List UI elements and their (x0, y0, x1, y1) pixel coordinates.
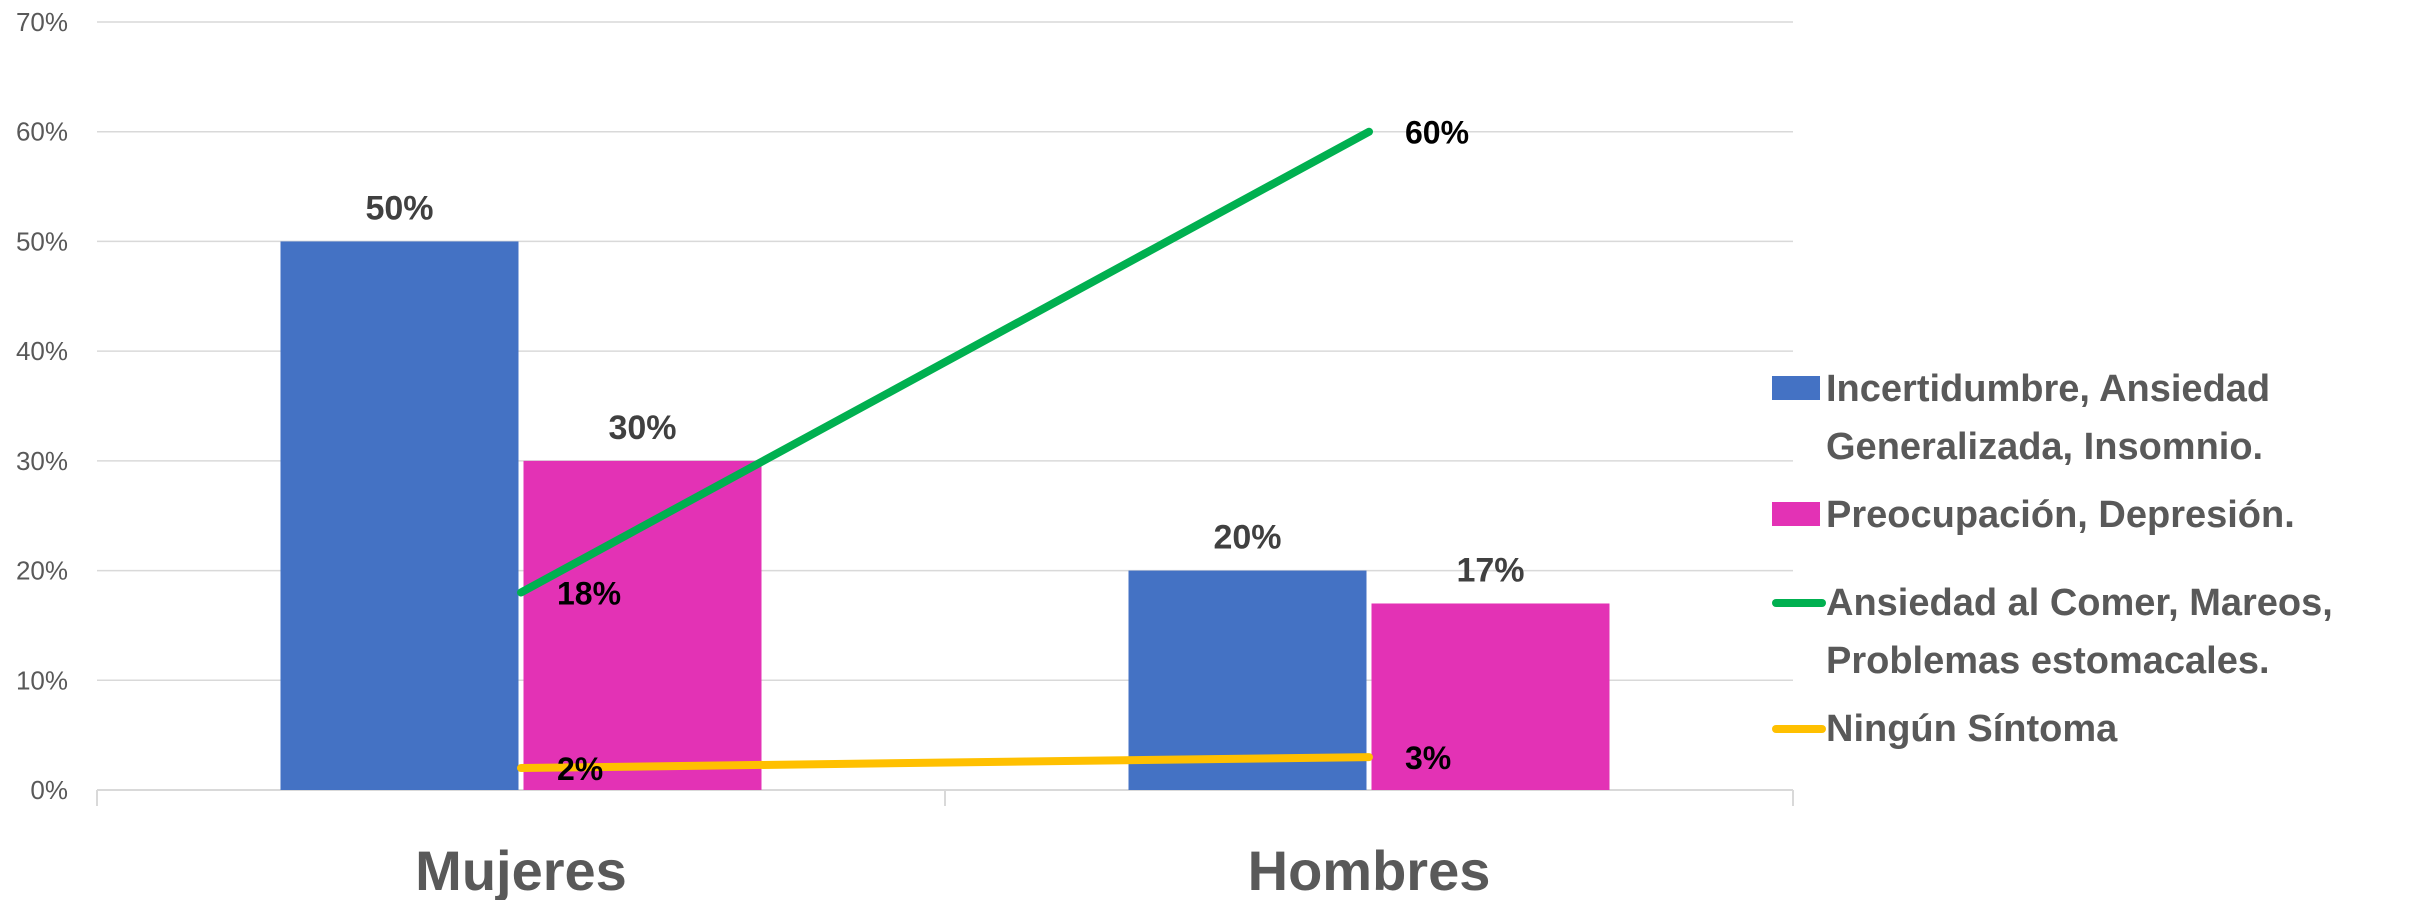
legend-label: Generalizada, Insomnio. (1826, 426, 2264, 468)
legend-item: Incertidumbre, Ansiedad Generalizada, Ins… (1772, 360, 2412, 476)
bar-hombres-0 (1128, 570, 1367, 790)
bars (280, 241, 1610, 790)
y-tick-label: 20% (16, 556, 68, 586)
line-data-label: 60% (1405, 115, 1469, 151)
category-label-mujeres: Mujeres (415, 839, 627, 900)
line-data-label: 3% (1405, 740, 1451, 776)
legend-item: Ansiedad al Comer, Mareos, Problemas esto… (1772, 574, 2412, 690)
legend-label: Incertidumbre, Ansiedad (1826, 368, 2271, 410)
y-tick-label: 50% (16, 226, 68, 256)
y-axis-ticks: 0% 10% 20% 30% 40% 50% 60% 70% (16, 7, 68, 805)
legend-item: Ningún Síntoma (1772, 700, 2412, 758)
legend-label: Ningún Síntoma (1826, 708, 2118, 750)
line-data-label: 2% (557, 751, 603, 787)
y-tick-label: 60% (16, 117, 68, 147)
legend-swatch (1772, 599, 1826, 607)
legend-swatch (1772, 502, 1820, 526)
category-labels: Mujeres Hombres (415, 839, 1490, 900)
line-series-1 (517, 753, 1373, 773)
legend-swatch (1772, 725, 1826, 733)
legend-swatch (1772, 376, 1820, 400)
y-tick-label: 70% (16, 7, 68, 37)
y-tick-label: 40% (16, 336, 68, 366)
line-series-0 (517, 127, 1373, 597)
x-axis (96, 789, 1794, 806)
bar-data-label: 20% (1213, 519, 1281, 557)
lines (517, 127, 1373, 773)
category-label-hombres: Hombres (1248, 839, 1491, 900)
bar-hombres-1 (1371, 603, 1610, 790)
bar-mujeres-0 (280, 241, 519, 790)
bar-data-label: 50% (365, 189, 433, 227)
line-data-label: 18% (557, 576, 621, 612)
legend-label: Ansiedad al Comer, Mareos, (1826, 582, 2333, 624)
legend: Incertidumbre, Ansiedad Generalizada, Ins… (1772, 360, 2412, 768)
y-tick-label: 0% (30, 775, 68, 805)
bar-data-label: 17% (1456, 551, 1524, 589)
legend-label: Preocupación, Depresión. (1826, 494, 2295, 536)
chart-svg: 0% 10% 20% 30% 40% 50% 60% 70% 50% 20% 30% 17% 18% 6… (16, 7, 1794, 900)
bar-data-label: 30% (608, 409, 676, 447)
data-labels: 50% 20% 30% 17% 18% 60% 2% 3% (365, 115, 1524, 787)
y-tick-label: 30% (16, 446, 68, 476)
y-tick-label: 10% (16, 665, 68, 695)
legend-label: Problemas estomacales. (1826, 640, 2270, 682)
legend-item: Preocupación, Depresión. (1772, 486, 2412, 544)
bar-mujeres-1 (523, 460, 762, 790)
